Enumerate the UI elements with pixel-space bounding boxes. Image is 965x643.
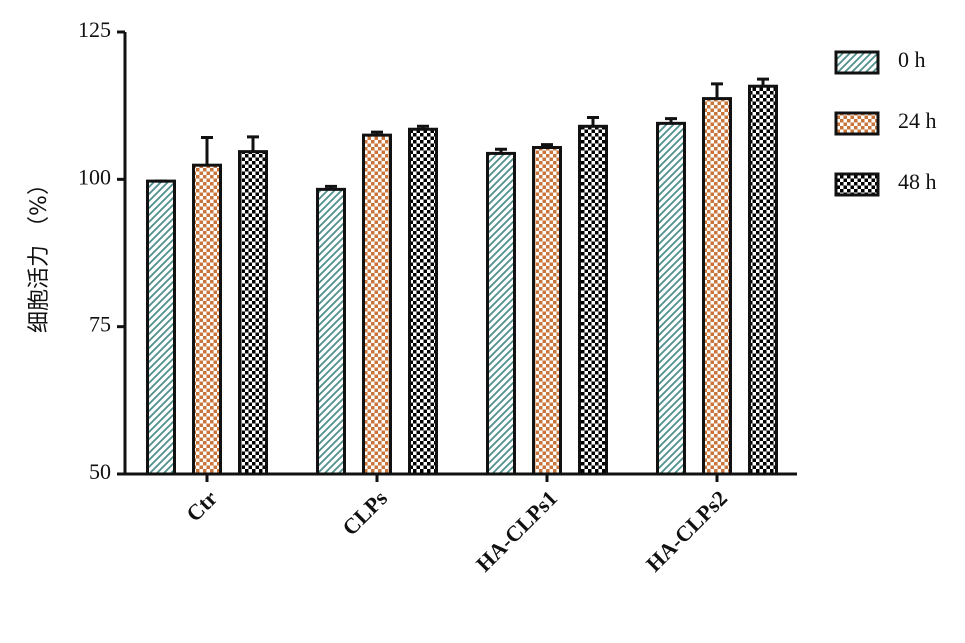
bar [362,133,392,476]
legend-swatch [834,50,880,75]
error-bar [247,135,259,152]
error-bar [325,184,337,190]
y-tick-label: 50 [89,459,111,484]
x-tick-label: HA-CLPs1 [471,485,562,576]
bar [532,146,562,476]
y-tick-label: 75 [89,312,111,337]
error-bar [371,130,383,136]
y-tick-label: 125 [78,17,111,42]
y-axis-label: 细胞活力 （%） [27,173,52,333]
legend-label: 48 h [898,169,937,194]
legend-label: 0 h [898,47,926,72]
bar [578,124,608,476]
x-tick-label: CLPs [337,485,392,540]
legend-swatch [834,111,880,136]
bar [702,97,732,476]
error-bar [201,135,213,166]
bar [486,151,516,476]
x-tick-label: HA-CLPs2 [641,485,732,576]
bar [656,121,686,476]
x-tick-label: Ctr [181,485,222,526]
bar [192,163,222,476]
bar [408,127,438,476]
error-bar [711,82,723,99]
error-bar [757,77,769,87]
bar [238,150,268,476]
error-bar [495,147,507,154]
error-bar [417,124,429,130]
legend-label: 24 h [898,108,937,133]
y-tick-label: 100 [78,164,111,189]
bar [748,84,778,476]
error-bar [587,115,599,127]
bar [316,187,346,476]
bar [146,179,176,476]
error-bar [665,117,677,124]
legend-swatch [834,172,880,197]
error-bar [541,143,553,148]
